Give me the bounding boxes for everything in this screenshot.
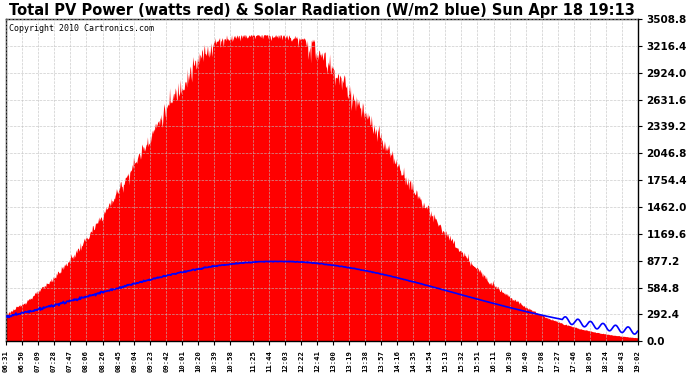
Text: Copyright 2010 Cartronics.com: Copyright 2010 Cartronics.com (9, 24, 154, 33)
Title: Total PV Power (watts red) & Solar Radiation (W/m2 blue) Sun Apr 18 19:13: Total PV Power (watts red) & Solar Radia… (9, 3, 635, 18)
